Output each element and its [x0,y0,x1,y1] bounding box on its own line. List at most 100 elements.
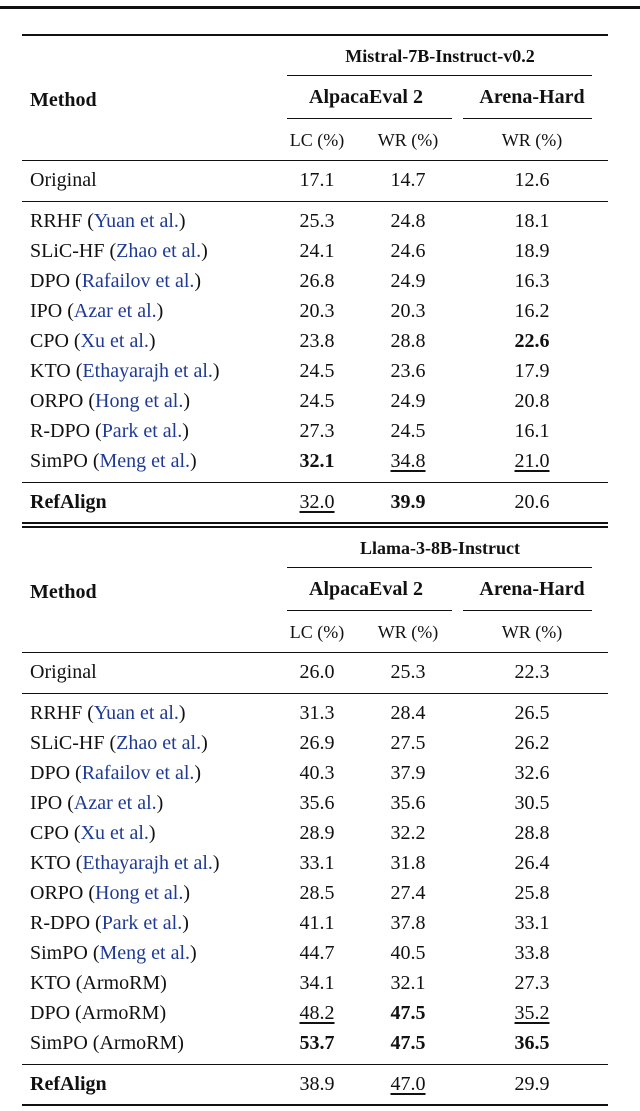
rule [463,609,592,611]
cell-value: 26.5 [514,701,550,724]
cell-value: 47.5 [390,1031,426,1054]
cell-value: 37.8 [390,911,426,934]
cell-value: 37.9 [390,761,426,784]
citation[interactable]: (Xu et al.) [73,329,156,352]
cell-value: 22.6 [514,329,550,352]
rule [22,651,608,653]
cell-value: 23.8 [299,329,335,352]
cell-value: 26.8 [299,269,335,292]
method-name: KTO (Ethayarajh et al.) [30,851,220,874]
citation[interactable]: (Xu et al.) [73,821,156,844]
rule [22,200,608,202]
group-header: AlpacaEval 2 [309,86,423,108]
method-name: IPO (Azar et al.) [30,791,164,814]
cell-value: 36.5 [514,1031,550,1054]
citation[interactable]: (Zhao et al.) [109,239,208,262]
method-header: Method [30,581,97,603]
group-header: Arena-Hard [479,86,585,108]
cell-value: 53.7 [299,1031,335,1054]
citation[interactable]: (Zhao et al.) [109,731,208,754]
cell-value: 40.5 [390,941,426,964]
cell-value: 25.3 [299,209,335,232]
cell-value: 28.4 [390,701,426,724]
cell-value: 24.5 [299,359,335,382]
cell-value: 18.1 [514,209,550,232]
rule [22,692,608,694]
citation[interactable]: (Azar et al.) [67,791,164,814]
model-header: Mistral-7B-Instruct-v0.2 [345,46,535,66]
citation[interactable]: (Rafailov et al.) [75,269,202,292]
rule [22,526,608,528]
cell-value: 25.8 [514,881,550,904]
method-name: DPO (Rafailov et al.) [30,269,202,292]
cell-value: 48.2 [299,1001,335,1024]
sub-header: WR (%) [377,130,439,150]
rule [22,481,608,483]
rule [287,609,452,611]
method-name: R-DPO (Park et al.) [30,911,189,934]
rule [287,74,592,76]
citation[interactable]: (Ethayarajh et al.) [75,851,220,874]
cell-value: 21.0 [514,449,550,472]
sub-header: WR (%) [501,622,563,642]
cell-value: 38.9 [299,1072,335,1095]
citation[interactable]: (Hong et al.) [88,389,191,412]
cell-value: 47.0 [390,1072,426,1095]
citation[interactable]: (Hong et al.) [88,881,191,904]
cell-value: 32.2 [390,821,426,844]
rule [287,566,592,568]
cell-value: 35.6 [390,791,426,814]
cell-value: 34.1 [299,971,335,994]
cell-value: 31.3 [299,701,335,724]
method-name: IPO (Azar et al.) [30,299,164,322]
method-name: DPO (ArmoRM) [30,1001,167,1024]
cell-value: 30.5 [514,791,550,814]
cell-value: 24.8 [390,209,426,232]
citation[interactable]: (Rafailov et al.) [75,761,202,784]
cell-value: 12.6 [514,168,550,191]
rule [22,1063,608,1065]
cell-value: 31.8 [390,851,426,874]
citation[interactable]: (Meng et al.) [92,449,197,472]
method-name: Original [30,660,97,683]
cell-value: 28.5 [299,881,335,904]
cell-value: 24.9 [390,269,426,292]
cell-value: 28.9 [299,821,335,844]
citation[interactable]: (Meng et al.) [92,941,197,964]
cell-value: 33.1 [514,911,550,934]
citation[interactable]: (Yuan et al.) [87,701,186,724]
cell-value: 32.1 [390,971,426,994]
cell-value: 26.9 [299,731,335,754]
method-name: SLiC-HF (Zhao et al.) [30,239,208,262]
cell-value: 24.5 [390,419,426,442]
citation[interactable]: (Park et al.) [95,911,189,934]
cell-value: 40.3 [299,761,335,784]
method-name: SLiC-HF (Zhao et al.) [30,731,208,754]
cell-value: 32.0 [299,490,335,513]
cell-value: 24.9 [390,389,426,412]
cell-value: 20.3 [390,299,426,322]
method-name: RRHF (Yuan et al.) [30,209,186,232]
cell-value: 16.3 [514,269,550,292]
cell-value: 24.6 [390,239,426,262]
citation[interactable]: (Azar et al.) [67,299,164,322]
cell-value: 33.8 [514,941,550,964]
method-name: ORPO (Hong et al.) [30,389,191,412]
citation[interactable]: (Ethayarajh et al.) [75,359,220,382]
cell-value: 41.1 [299,911,335,934]
method-name: RefAlign [30,1072,107,1095]
method-name: KTO (Ethayarajh et al.) [30,359,220,382]
sub-header: LC (%) [289,130,345,150]
method-name: RefAlign [30,490,107,513]
rule [22,159,608,161]
cell-value: 39.9 [390,490,426,513]
cell-value: 27.4 [390,881,426,904]
rule [22,522,608,524]
citation[interactable]: (Park et al.) [95,419,189,442]
cell-value: 26.2 [514,731,550,754]
citation[interactable]: (Yuan et al.) [87,209,186,232]
cell-value: 16.1 [514,419,550,442]
cell-value: 20.8 [514,389,550,412]
rule [287,117,452,119]
